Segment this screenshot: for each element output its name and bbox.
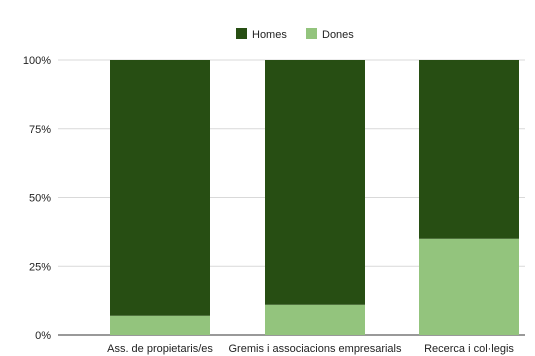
x-tick-label: Recerca i col·legis	[424, 343, 514, 355]
bar-homes	[265, 60, 365, 305]
y-tick-label: 25%	[29, 261, 51, 273]
x-tick-label: Ass. de propietaris/es	[107, 343, 213, 355]
bar-dones	[110, 315, 210, 335]
legend-swatch-homes	[236, 28, 247, 39]
bar-homes	[419, 60, 519, 239]
y-tick-label: 50%	[29, 193, 51, 205]
legend-swatch-dones	[306, 28, 317, 39]
bar-dones	[265, 304, 365, 335]
y-tick-label: 75%	[29, 124, 51, 136]
bar-homes	[110, 60, 210, 316]
y-tick-label: 0%	[35, 330, 51, 342]
legend-label-homes: Homes	[252, 29, 287, 41]
bar-dones	[419, 238, 519, 335]
legend: Homes Dones	[236, 28, 354, 41]
axis: 0% 25% 50% 75% 100% Ass. de propietaris/es Gre…	[23, 55, 515, 355]
y-tick-label: 100%	[23, 55, 51, 67]
legend-label-dones: Dones	[322, 29, 354, 41]
bars	[110, 60, 519, 335]
x-tick-label: Gremis i associacions empresarials	[229, 343, 402, 355]
